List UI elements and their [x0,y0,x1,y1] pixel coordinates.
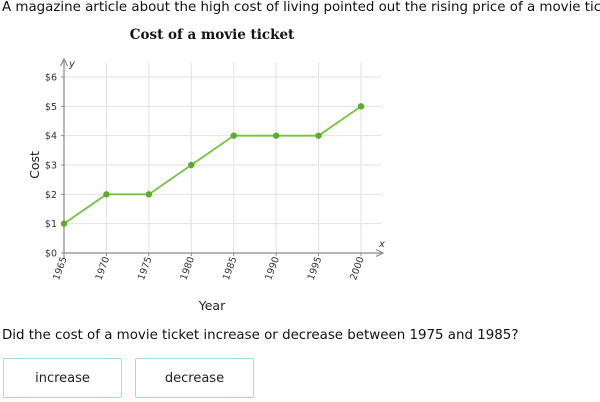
chart-svg: Cost of a movie ticket y x $0 $1 $2 $3 $4 $5 $6 19… [27,27,385,313]
question-text: Did the cost of a movie ticket increase … [2,328,519,343]
x-tick-label-3: 1980 [178,255,197,281]
data-line [63,105,362,225]
x-tick-label-7: 2000 [348,255,367,281]
data-point-1 [103,191,110,198]
x-axis-letter: x [378,239,385,250]
line-chart: Cost of a movie ticket y x $0 $1 $2 $3 $4 $5 $6 19… [0,24,420,324]
y-tick-label-1: $1 [45,219,57,230]
question-prompt: A magazine article about the high cost o… [2,0,600,15]
data-point-6 [315,132,322,139]
y-tick-label-5: $5 [45,102,57,113]
data-point-5 [272,132,280,139]
y-tick-label-4: $4 [45,131,57,142]
x-tick-label-6: 1995 [306,255,325,281]
y-axis-title: Cost [27,151,42,179]
chart-title: Cost of a movie ticket [130,27,295,43]
data-point-3 [188,161,195,169]
x-axis-arrow [375,248,385,258]
y-tick-label-0: $0 [45,249,57,260]
x-tick-label-5: 1990 [263,255,282,281]
y-tick-label-2: $2 [45,190,57,201]
answer-decrease-button[interactable]: decrease [135,358,254,398]
x-tick-label-2: 1975 [136,255,155,281]
answer-choices: increase decrease [3,358,254,398]
x-tick-label-1: 1970 [94,255,113,281]
y-tick-label-3: $3 [45,161,57,172]
data-point-7 [357,103,365,110]
data-point-0 [60,220,68,227]
x-axis-title: Year [198,298,226,313]
answer-increase-button[interactable]: increase [3,358,122,398]
y-axis-arrow [59,57,69,67]
y-tick-label-6: $6 [45,73,57,84]
data-point-2 [145,191,153,198]
y-axis-letter: y [68,59,76,70]
x-tick-label-4: 1985 [221,255,240,281]
data-point-4 [230,132,237,139]
